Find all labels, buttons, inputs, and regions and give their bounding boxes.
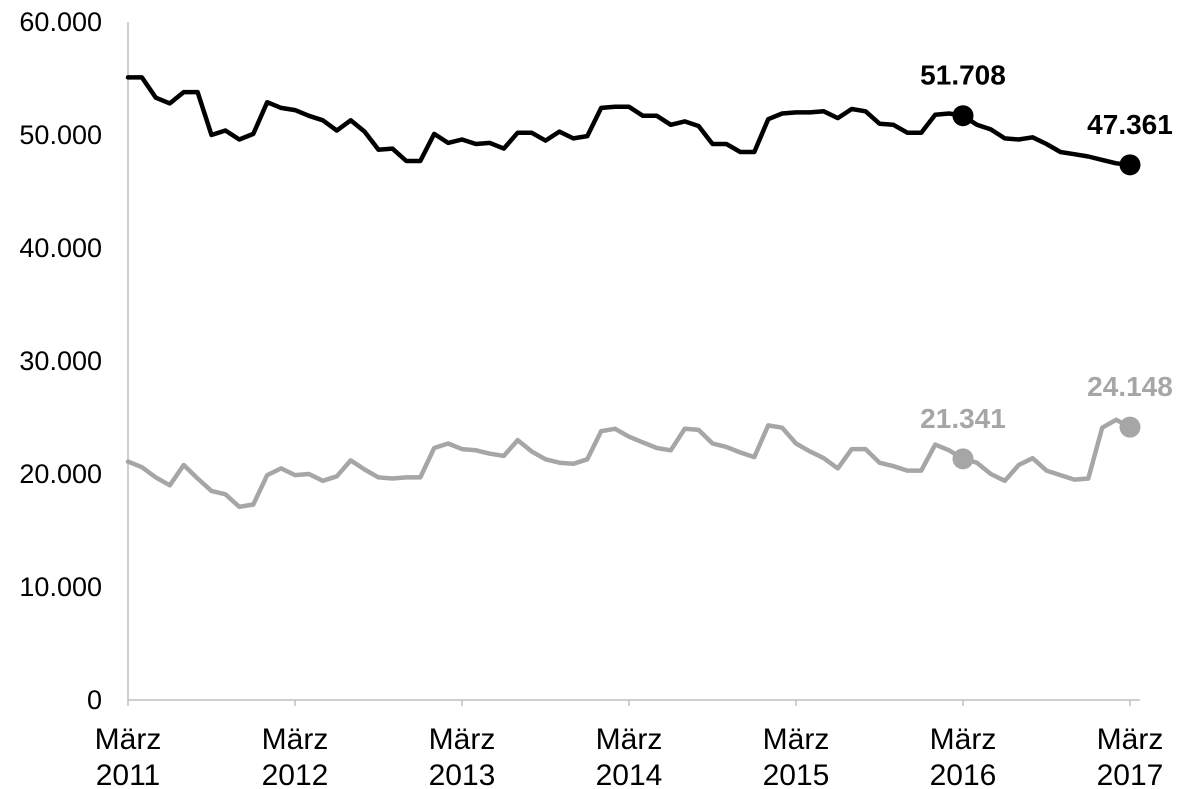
series-1: 21.341 24.148: [125, 371, 1173, 510]
data-label: 24.148: [1087, 371, 1173, 402]
x-tick-label-month: März: [596, 723, 663, 756]
y-tick-label: 50.000: [19, 120, 102, 150]
x-tick-label-year: 2012: [262, 759, 329, 789]
x-tick-label-year: 2013: [429, 759, 496, 789]
y-tick-label: 20.000: [19, 459, 102, 489]
data-point-marker: [952, 105, 974, 127]
data-label: 51.708: [920, 60, 1006, 91]
x-tick-label-year: 2016: [930, 759, 997, 789]
x-tick-label-year: 2015: [763, 759, 830, 789]
x-tick-label-month: März: [930, 723, 997, 756]
chart-axes: [127, 22, 1140, 701]
y-tick-label: 60.000: [19, 7, 102, 37]
y-tick-label: 40.000: [19, 233, 102, 263]
x-axis-ticks: März2011März2012März2013März2014März2015…: [95, 700, 1164, 789]
x-tick-label-month: März: [1097, 723, 1164, 756]
y-axis-ticks: 0 10.000 20.000 30.000 40.000 50.000 60.000: [19, 7, 102, 715]
series-0: 51.708 47.361: [125, 60, 1173, 176]
series-layer: 51.708 47.361 21.341 24.148: [125, 60, 1173, 510]
data-point-marker: [952, 448, 974, 470]
y-tick-label: 30.000: [19, 346, 102, 376]
x-tick-label-month: März: [763, 723, 830, 756]
x-tick-label-year: 2014: [596, 759, 663, 789]
y-tick-label: 0: [87, 685, 102, 715]
x-tick-label-month: März: [262, 723, 329, 756]
x-tick-label-year: 2011: [96, 759, 161, 789]
x-tick-label-month: März: [95, 723, 162, 756]
x-tick-label-year: 2017: [1097, 759, 1164, 789]
data-label: 21.341: [920, 403, 1006, 434]
y-tick-label: 10.000: [19, 572, 102, 602]
data-label: 47.361: [1087, 109, 1173, 140]
x-tick-label-month: März: [429, 723, 496, 756]
data-point-marker: [1119, 154, 1141, 176]
data-point-marker: [1119, 416, 1141, 438]
